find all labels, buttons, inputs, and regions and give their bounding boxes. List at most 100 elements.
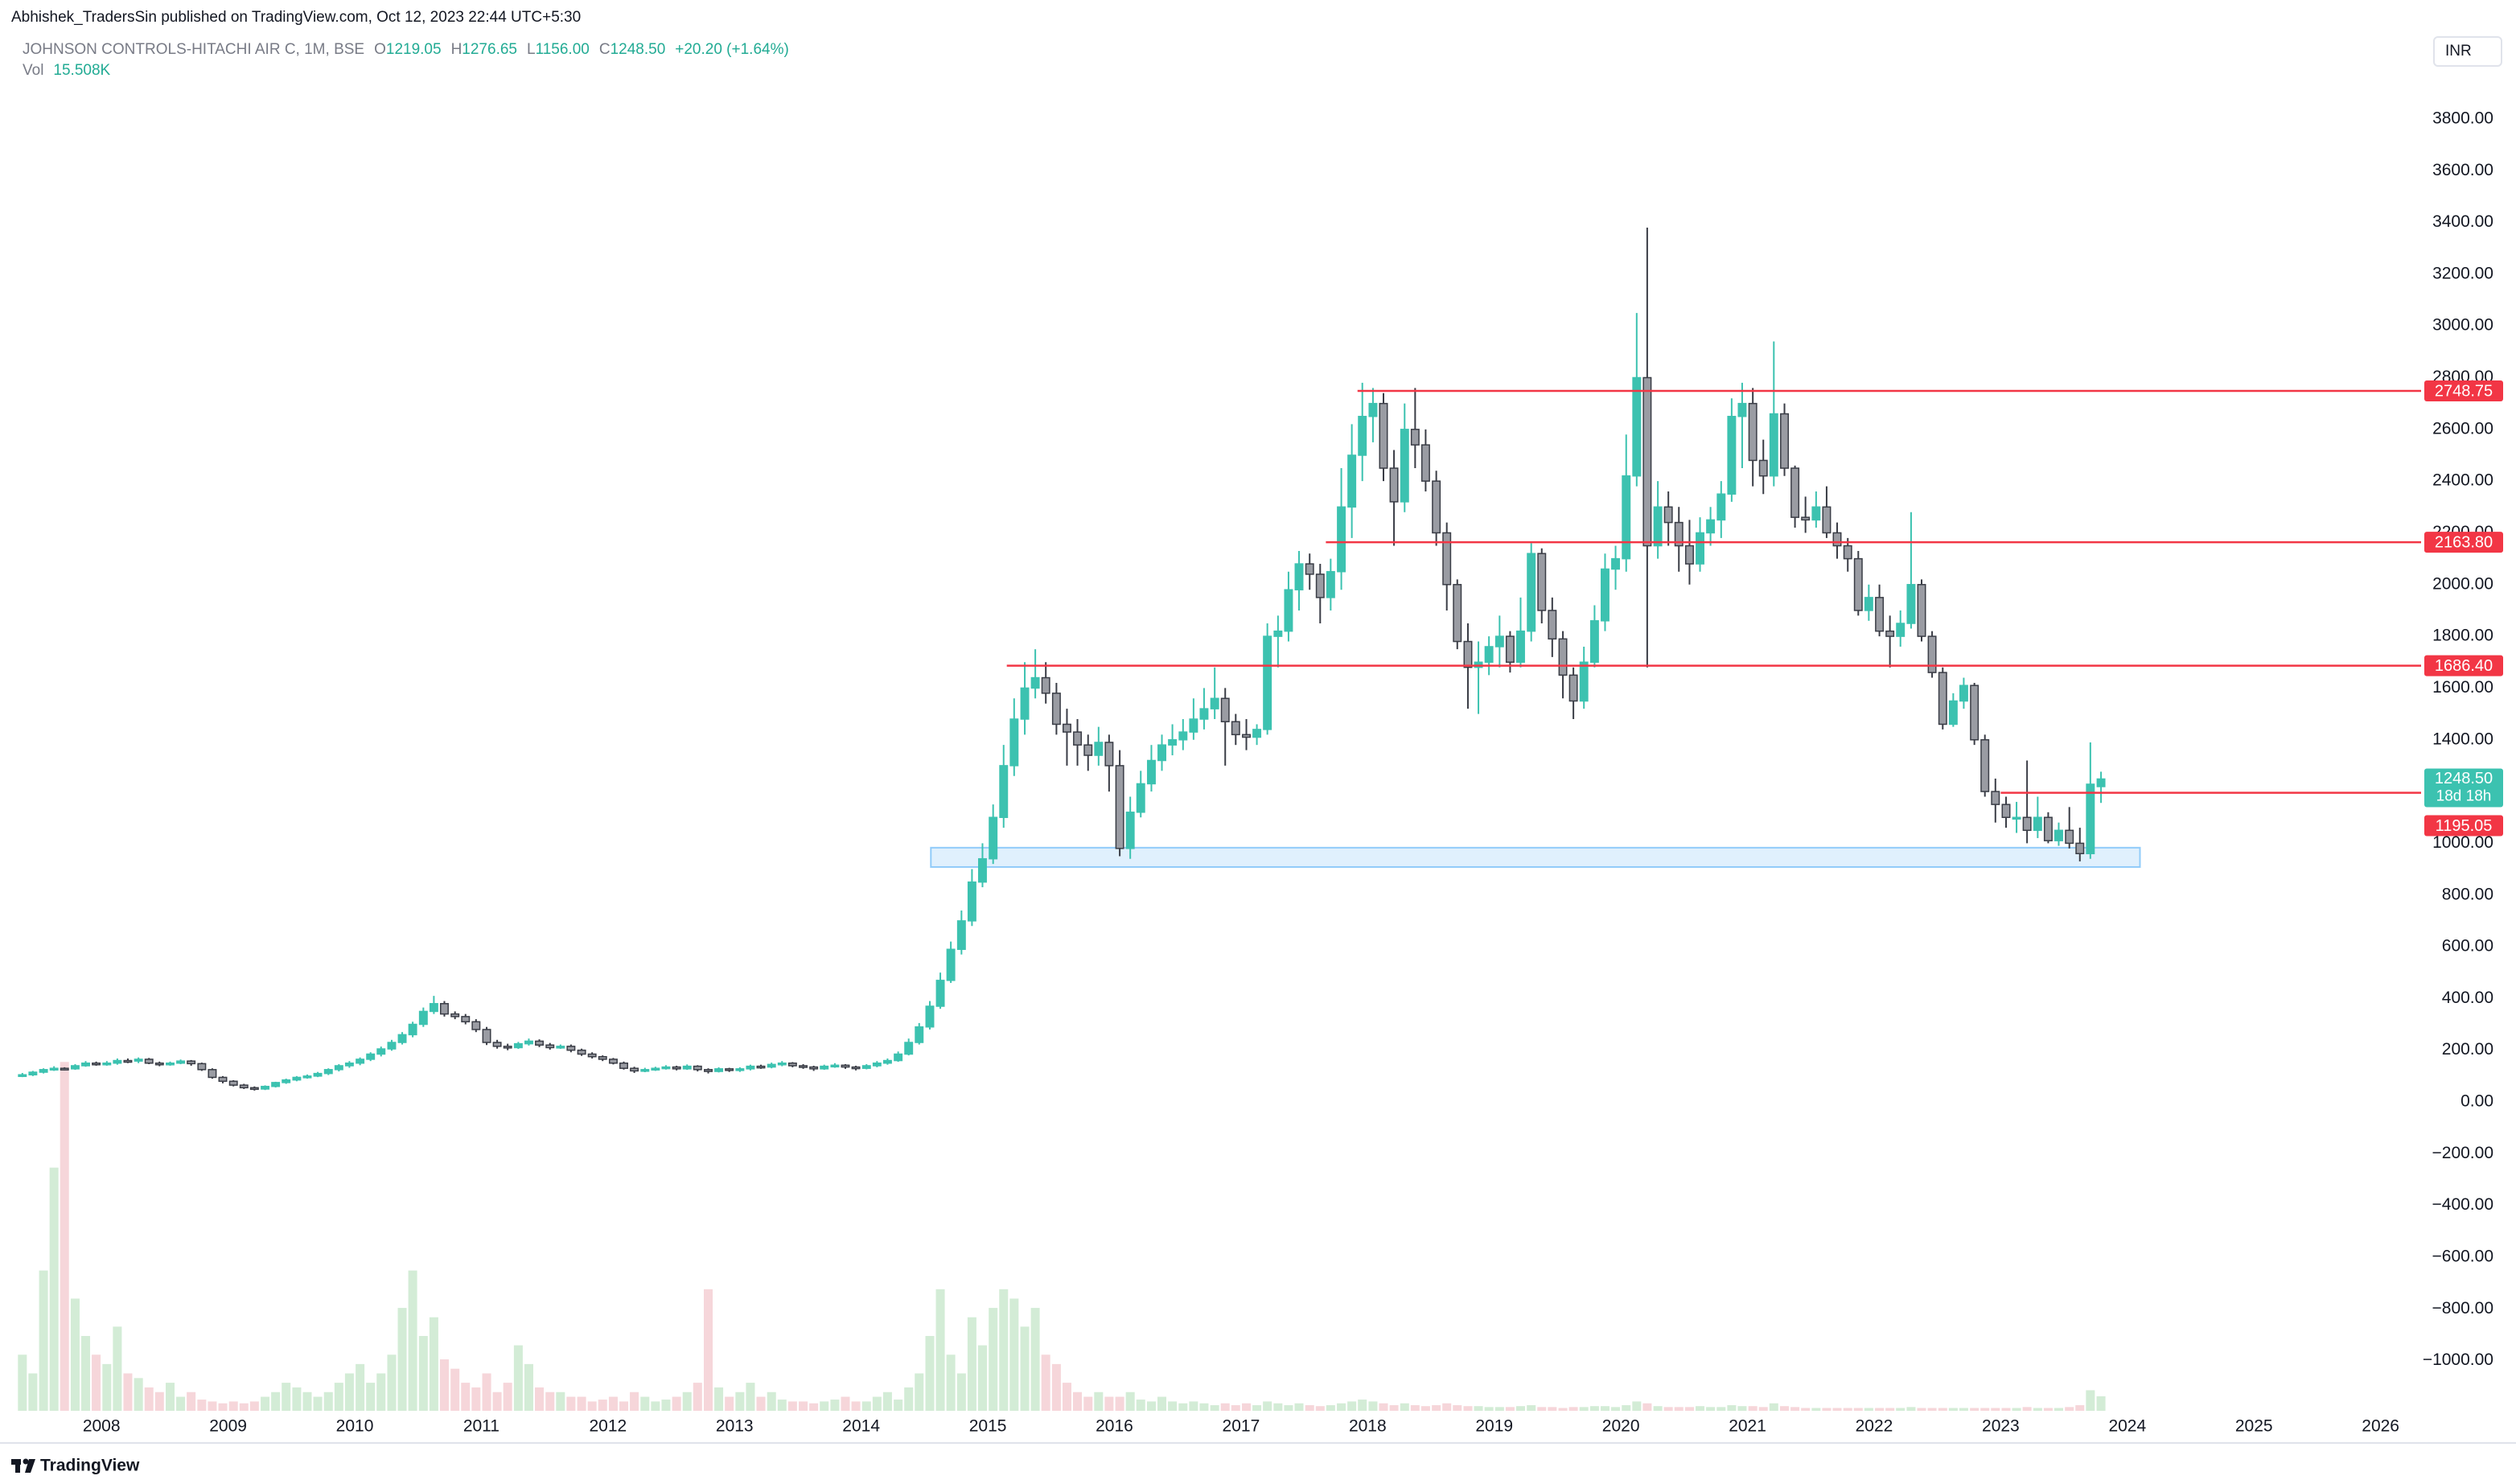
volume-bar [282, 1383, 291, 1411]
volume-bar [1389, 1405, 1399, 1411]
volume-bar [999, 1289, 1009, 1411]
volume-bar [872, 1396, 882, 1411]
y-tick-label: 0.00 [2460, 1092, 2493, 1111]
volume-bar [144, 1387, 154, 1411]
volume-bar [535, 1387, 545, 1411]
volume-bar [661, 1400, 671, 1411]
volume-bar [1991, 1408, 2000, 1411]
y-tick-label: 1400.00 [2432, 730, 2493, 748]
candle-body [1927, 635, 1937, 673]
volume-bar [1515, 1406, 1525, 1411]
volume-bar [1758, 1407, 1768, 1411]
volume-bar [1337, 1403, 1346, 1411]
candle-body [197, 1063, 207, 1071]
candle-body [1537, 553, 1547, 611]
candle-body [60, 1067, 69, 1071]
volume-bar [429, 1317, 438, 1411]
candle-body [28, 1071, 38, 1075]
volume-bar [302, 1392, 312, 1411]
candle-body [1051, 693, 1061, 726]
y-tick-label: −1000.00 [2423, 1350, 2493, 1369]
volume-bar [1622, 1405, 1631, 1411]
volume-bar [1748, 1406, 1758, 1411]
volume-bar [935, 1289, 945, 1411]
y-tick-label: 1800.00 [2432, 627, 2493, 645]
volume-bar [261, 1396, 270, 1411]
candle-body [1041, 676, 1050, 694]
volume-bar [1537, 1407, 1547, 1411]
symbol: JOHNSON CONTROLS-HITACHI AIR C, 1M, BSE [23, 41, 364, 58]
logo-part [15, 1459, 20, 1473]
volume-bar [1463, 1406, 1473, 1411]
volume-bar [1885, 1408, 1895, 1411]
candle-body [1769, 413, 1778, 477]
candle-body [1527, 553, 1536, 632]
candle-body [513, 1042, 523, 1049]
candle-body [894, 1053, 903, 1062]
currency-button[interactable] [2433, 36, 2502, 67]
candle-body [735, 1068, 745, 1071]
candle-body [1252, 729, 1262, 738]
candle-body [556, 1046, 565, 1049]
candle-body [1062, 723, 1071, 733]
brand: TradingView [40, 1457, 140, 1475]
candle-body [1294, 563, 1304, 590]
volume-bar [1484, 1407, 1494, 1411]
candle-body [1875, 597, 1885, 632]
candle-body [1548, 610, 1557, 640]
candle-body [535, 1040, 544, 1046]
volume-bar [1115, 1396, 1124, 1411]
candle-body [1009, 718, 1019, 767]
volume-bar [1558, 1408, 1568, 1411]
candle-body [661, 1066, 671, 1070]
candle-body [767, 1063, 776, 1068]
publisher: Abhishek_TradersSin published on Trading… [11, 9, 581, 26]
volume-bar [513, 1345, 523, 1411]
y-tick-label: 800.00 [2442, 885, 2493, 903]
currency[interactable]: INR [2445, 43, 2472, 60]
candle-body [1410, 429, 1420, 446]
y-tick-label: 3000.00 [2432, 316, 2493, 335]
candle-body [608, 1059, 618, 1064]
volume-bar [49, 1167, 59, 1411]
volume-bar [313, 1396, 323, 1411]
candle-body [682, 1065, 692, 1070]
volume-bar [704, 1289, 713, 1411]
volume-bar [323, 1392, 333, 1411]
volume-bar [271, 1392, 281, 1411]
volume-bar [1263, 1401, 1272, 1411]
candle-body [1568, 674, 1578, 702]
candle-body [1579, 661, 1589, 702]
volume-bar [956, 1373, 966, 1411]
candle-body [1453, 584, 1462, 643]
candle-body [1484, 646, 1494, 664]
volume-bar [1980, 1408, 1990, 1411]
candle-body [1632, 376, 1642, 477]
volume-bar [1379, 1403, 1388, 1411]
logo-part [23, 1458, 29, 1465]
volume-bar [925, 1335, 935, 1411]
candle-body [1684, 545, 1694, 565]
candle-body [1104, 742, 1114, 767]
candle-body [2022, 816, 2032, 832]
candle-body [925, 1005, 935, 1028]
y-tick-label: 2000.00 [2432, 574, 2493, 593]
candle-body [1094, 742, 1104, 756]
candle-body [872, 1063, 882, 1067]
candle-body [323, 1069, 333, 1075]
candle-body [1210, 697, 1219, 709]
volume-bar [882, 1392, 892, 1411]
volume-bar [1917, 1408, 1926, 1411]
volume-bar [1326, 1405, 1335, 1411]
volume-bar [134, 1378, 143, 1411]
candle-body [2043, 816, 2053, 841]
volume-bar [1474, 1406, 1483, 1411]
volume-bar [39, 1270, 48, 1411]
y-tick-label: 1600.00 [2432, 678, 2493, 697]
candle-body [977, 857, 987, 883]
volume-bar [1168, 1401, 1178, 1411]
candle-body [1948, 700, 1958, 726]
candle-body [946, 948, 956, 981]
candle-body [482, 1029, 491, 1043]
candle-body [123, 1059, 133, 1063]
